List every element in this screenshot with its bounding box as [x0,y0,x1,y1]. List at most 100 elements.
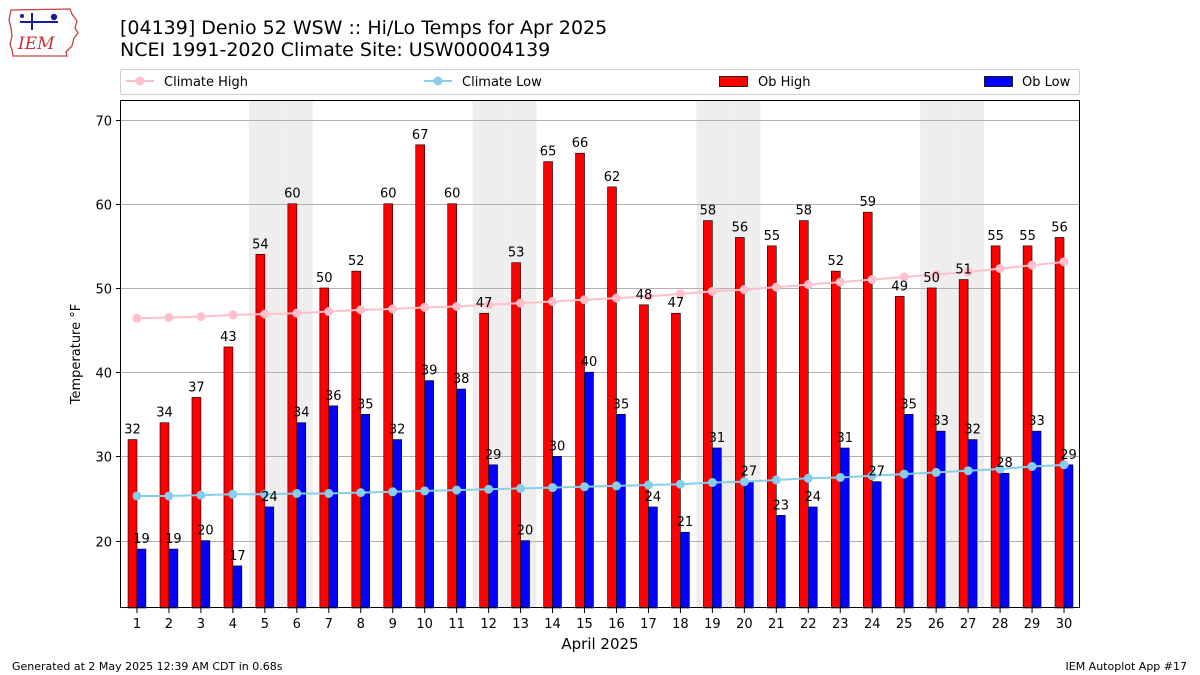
climate-low-point [931,467,941,477]
ob-low-value-label: 32 [964,423,981,438]
ob-high-bar [862,211,873,609]
ob-low-value-label: 38 [453,372,470,387]
ob-high-bar [1054,237,1065,609]
climate-high-point [420,302,430,312]
ob-high-value-label: 59 [859,195,876,210]
climate-low-point [164,491,174,501]
iowa-state-outline [8,8,79,57]
ob-low-bar [200,540,211,609]
climate-high-point [196,312,206,322]
climate-high-point [164,312,174,322]
ob-high-bar [767,245,777,609]
climate-low-point [580,482,590,492]
x-tick-label: 22 [800,617,817,632]
climate-low-point [611,481,621,491]
ob-high-value-label: 66 [572,136,589,151]
legend-climate-low-label: Climate Low [462,75,542,90]
ob-high-value-label: 55 [1019,229,1036,244]
ob-low-value-label: 24 [804,490,821,505]
ob-low-value-label: 34 [293,406,310,421]
ob-low-value-label: 24 [261,490,278,505]
ob-low-bar [392,439,402,609]
ob-low-value-label: 20 [197,524,214,539]
ob-low-bar [136,548,147,609]
ob-low-value-label: 31 [836,431,853,446]
ob-high-bar [990,245,1001,609]
x-tick-label: 13 [512,617,529,632]
x-tick-label: 18 [672,617,689,632]
ob-high-value-label: 58 [796,204,813,219]
ob-high-value-label: 55 [764,229,781,244]
ob-high-value-label: 51 [955,263,972,278]
ob-high-value-label: 54 [252,237,269,252]
climate-low-point [452,485,462,495]
climate-high-point [1027,260,1037,270]
ob-low-bar [232,565,243,609]
ob-high-bar [447,203,457,609]
climate-low-point [707,478,717,488]
x-tick-label: 5 [261,617,269,632]
sensor-dot [20,14,24,18]
ob-low-value-label: 19 [165,532,182,547]
ob-low-bar [456,388,466,609]
ob-low-bar [999,472,1010,609]
climate-high-point [611,293,621,303]
ob-low-bar [264,506,275,609]
data-labels: 32 34 37 43 54 60 50 52 60 67 60 47 53 65 66 62 48 47 58 56… [124,128,1077,564]
climate-lines [132,257,1069,501]
climate-low-point [1059,460,1069,470]
ob-high-bar [671,312,681,609]
ob-high-value-label: 43 [220,330,237,345]
climate-high-point [388,304,398,314]
x-tick-label: 7 [325,617,333,632]
climate-low-point [388,487,398,497]
climate-high-point [516,298,526,308]
chart-subtitle: NCEI 1991-2020 Climate Site: USW00004139 [120,39,551,61]
ob-low-value-label: 24 [645,490,662,505]
x-tick-label: 1 [133,617,141,632]
ob-low-value-label: 39 [421,364,438,379]
legend-box [120,69,1080,95]
ob-low-bar [967,439,978,609]
climate-high-point [963,267,973,277]
x-tick-label: 12 [480,617,497,632]
climate-low-point [643,480,653,490]
climate-low-point [1027,462,1037,472]
ob-high-value-label: 60 [284,187,301,202]
climate-low-point [516,483,526,493]
x-tick-label: 9 [389,617,397,632]
x-tick-label: 6 [293,617,301,632]
grid-lines [121,120,1080,542]
ob-high-value-label: 52 [348,254,365,269]
ob-low-value-label: 17 [229,549,246,564]
ob-high-value-label: 55 [987,229,1004,244]
iem-logo: IEM [8,8,79,57]
ob-low-value-label: 27 [868,465,885,480]
plot-frame [120,100,1080,608]
ob-low-value-label: 27 [741,465,758,480]
ob-high-bar [958,279,969,609]
climate-low-point [963,466,973,476]
ob-high-bar [191,397,202,609]
ob-high-value-label: 62 [604,170,621,185]
legend-ob-high-label: Ob High [758,75,811,90]
ob-low-bar [1031,430,1042,609]
ob-low-bar [168,548,179,609]
ob-high-value-label: 67 [412,128,429,143]
x-tick-label: 29 [1024,617,1041,632]
y-tick-label: 60 [95,199,112,214]
ob-low-bar [776,515,786,609]
ob-high-value-label: 34 [156,406,173,421]
ob-low-value-label: 21 [677,515,694,530]
legend: Climate High Climate Low Ob High Ob Low [120,69,1080,95]
x-axis-label: April 2025 [561,635,638,653]
ob-high-bar [926,287,937,609]
climate-high-point [931,269,941,279]
climate-high-point [835,277,845,287]
logo-text: IEM [17,34,55,54]
x-tick-label: 3 [197,617,205,632]
climate-low-point [356,488,366,498]
ob-high-bar [575,152,585,609]
ob-high-value-label: 50 [316,271,333,286]
